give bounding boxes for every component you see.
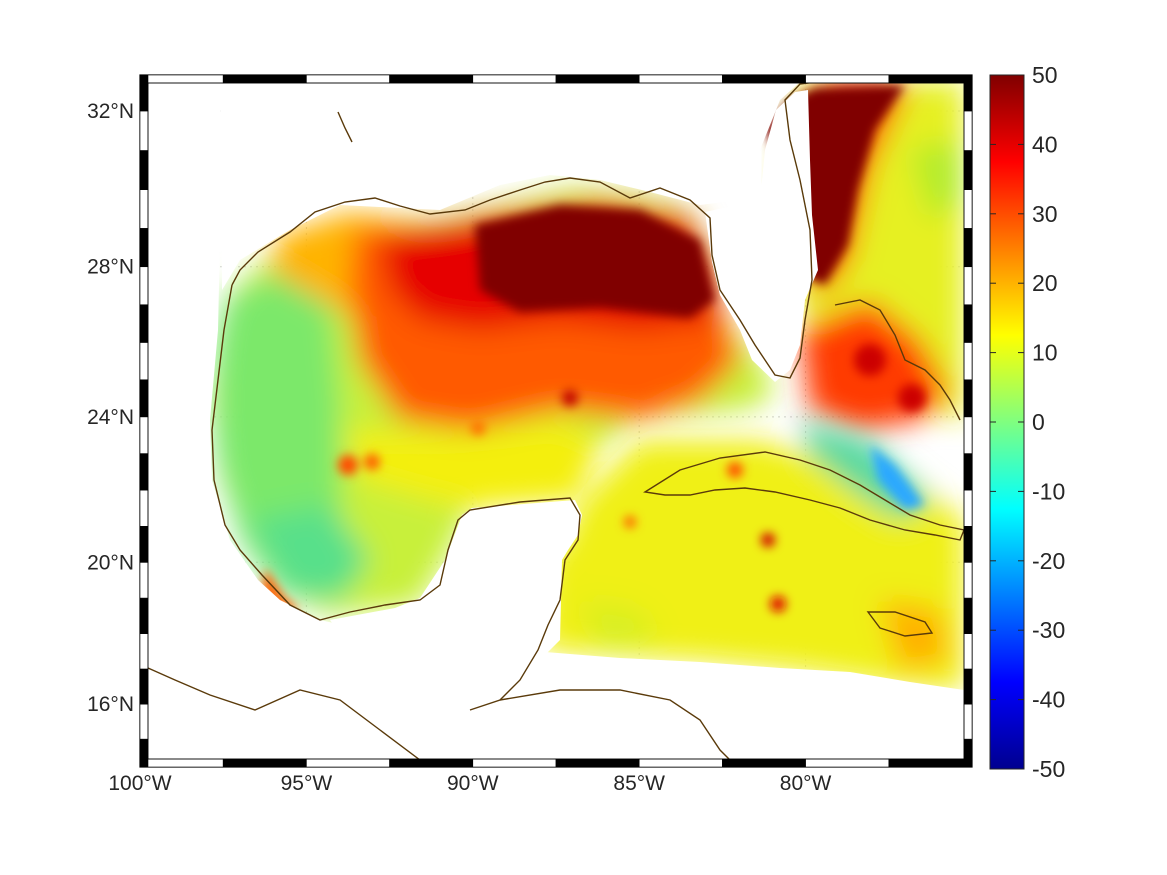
frame-segment (139, 379, 149, 418)
frame-segment (963, 453, 973, 491)
frame-segment (139, 74, 149, 112)
frame-segment (139, 342, 149, 381)
frame-segment (722, 758, 806, 768)
colorbar-tick-label: 30 (1032, 201, 1058, 227)
colorbar-tick-label: -30 (1032, 617, 1065, 643)
central-america-coast (148, 667, 421, 760)
frame-inner (147, 82, 965, 760)
frame-segment (139, 703, 149, 740)
anomaly-field (148, 82, 964, 760)
frame-segment (805, 758, 890, 768)
colorbar-tick-label: -10 (1032, 478, 1065, 504)
lat-tick-label: 32°N (87, 100, 134, 123)
colorbar-tick-label: -50 (1032, 756, 1065, 782)
gulf-southwest-cyan (250, 505, 370, 600)
frame-segment (306, 758, 390, 768)
frame-segment (139, 526, 149, 563)
lon-tick-label: 100°W (108, 772, 171, 795)
frame-segment (139, 597, 149, 634)
frame-segment (963, 703, 973, 740)
frame-segment (963, 633, 973, 670)
frame-segment (139, 738, 149, 768)
bahamas-outline (834, 299, 961, 421)
frame-segment (963, 668, 973, 705)
jamaica-outline (866, 611, 934, 637)
frame-segment (963, 189, 973, 229)
frame-segment (963, 562, 973, 599)
frame-segment (888, 758, 973, 768)
frame-segment (472, 74, 557, 84)
colorbar-ticks: 50 40 30 20 10 0 -10 -20 -30 -40 -50 (990, 62, 1065, 782)
frame-segment (389, 758, 474, 768)
lon-tick-label: 90°W (447, 772, 499, 795)
frame-segment (963, 266, 973, 306)
frame-segment (555, 74, 640, 84)
frame-segment (139, 150, 149, 190)
frame-segment (222, 758, 307, 768)
gulf-coastline (231, 82, 816, 379)
frame-segment (139, 562, 149, 599)
lon-tick-label: 85°W (613, 772, 665, 795)
lat-tick-label: 16°N (87, 693, 134, 716)
frame-segment (963, 416, 973, 454)
honduras-coast (499, 689, 731, 760)
gulf-maroon-core (475, 205, 715, 318)
frame-segment (555, 758, 640, 768)
frame-segment (963, 597, 973, 634)
frame-segment (638, 74, 723, 84)
frame-segment (139, 110, 149, 151)
frame-segment (222, 74, 307, 84)
frame-segment (805, 74, 890, 84)
axis-labels: 100°W 95°W 90°W 85°W 80°W 32°N 28°N 24°N 20°N 16°… (87, 100, 831, 795)
gulf-mid-yellow (345, 420, 600, 508)
frame-segment (139, 668, 149, 705)
colorbar-tick-label: 50 (1032, 62, 1058, 88)
frame-segment (638, 758, 723, 768)
frame-segment (389, 74, 474, 84)
frame-segment (888, 74, 973, 84)
frame-segment (139, 304, 149, 343)
mexico-coastline (211, 284, 581, 711)
frame-segment (963, 150, 973, 190)
frame-segment (139, 266, 149, 306)
frame-segment (963, 342, 973, 381)
frame-segment (139, 74, 224, 84)
frame-segment (139, 758, 224, 768)
frame-segment (963, 526, 973, 563)
cuba-channel-cold (870, 445, 925, 510)
frame-segment (139, 189, 149, 229)
frame-segment (139, 453, 149, 491)
coastlines (148, 82, 964, 760)
frame-segment (963, 738, 973, 768)
colorbar-tick-label: 20 (1032, 270, 1058, 296)
colorbar-tick-label: 40 (1032, 131, 1058, 157)
frame-segment (963, 304, 973, 343)
frame-segment (963, 74, 973, 112)
colorbar-tick-label: -20 (1032, 548, 1065, 574)
frame-segment (963, 110, 973, 151)
lat-tick-label: 20°N (87, 551, 134, 574)
colorbar-tick-label: -40 (1032, 687, 1065, 713)
colorbar-tick-label: 0 (1032, 409, 1045, 435)
lat-tick-label: 24°N (87, 406, 134, 429)
frame-segment (139, 228, 149, 268)
frame-segment (963, 379, 973, 418)
frame-segment (963, 489, 973, 527)
lon-tick-label: 80°W (780, 772, 832, 795)
lat-tick-label: 28°N (87, 256, 134, 279)
map-frame (139, 74, 973, 768)
colorbar-tick-label: 10 (1032, 340, 1058, 366)
lon-tick-label: 95°W (281, 772, 333, 795)
frame-segment (306, 74, 390, 84)
frame-segment (963, 228, 973, 268)
cuba-outline (643, 451, 964, 541)
frame-segment (139, 633, 149, 670)
frame-segment (722, 74, 806, 84)
frame-segment (472, 758, 557, 768)
frame-segment (139, 416, 149, 454)
frame-segment (139, 489, 149, 527)
